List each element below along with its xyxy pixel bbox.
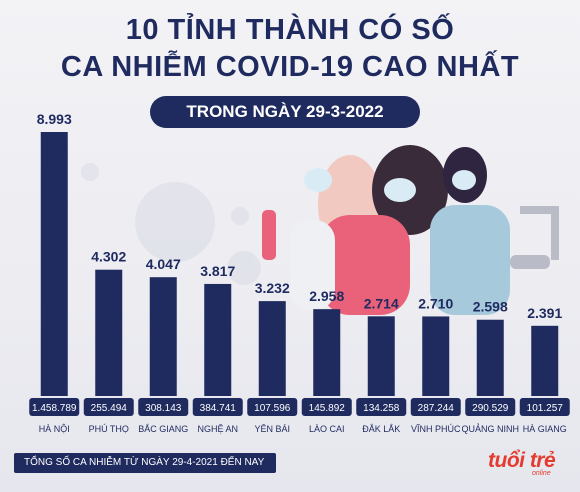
- total-cases-label: 287.244: [418, 403, 455, 414]
- total-cases-label: 290.529: [472, 403, 509, 414]
- category-label: BẮC GIANG: [138, 424, 188, 434]
- bar-value-label: 4.047: [146, 256, 181, 272]
- category-label: QUẢNG NINH: [461, 423, 519, 434]
- category-label: HÀ NỘI: [39, 424, 70, 434]
- tuoi-tre-logo: tuổi trẻ: [488, 449, 556, 472]
- total-pill: [519, 398, 570, 416]
- bar-value-label: 4.302: [91, 249, 126, 265]
- total-pill: [301, 398, 352, 416]
- total-pill: [247, 398, 298, 416]
- bar: [95, 269, 123, 396]
- total-pill: [138, 398, 189, 416]
- bar: [40, 132, 68, 396]
- total-pill: [465, 398, 516, 416]
- bar: [149, 277, 177, 396]
- bar: [313, 309, 341, 396]
- bar-value-label: 2.714: [364, 295, 399, 311]
- bar-value-label: 2.598: [473, 299, 508, 315]
- bar: [258, 301, 286, 396]
- category-label: PHÚ THỌ: [89, 424, 129, 434]
- total-cases-label: 134.258: [363, 403, 400, 414]
- category-label: ĐẮK LẮK: [362, 424, 400, 434]
- category-label: VĨNH PHÚC: [411, 424, 461, 434]
- chart-title-line2: CA NHIỄM COVID-19 CAO NHẤT: [60, 51, 520, 83]
- total-cases-label: 308.143: [145, 403, 182, 414]
- total-cases-label: 145.892: [309, 403, 346, 414]
- bar: [204, 283, 232, 396]
- bar-value-label: 8.993: [37, 111, 72, 127]
- total-pill: [29, 398, 80, 416]
- total-cases-label: 255.494: [91, 403, 128, 414]
- virus-illustration-icon: [81, 163, 261, 285]
- total-pill: [83, 398, 134, 416]
- total-cases-label: 107.596: [254, 403, 291, 414]
- bar: [476, 319, 504, 396]
- date-subtitle: TRONG NGÀY 29-3-2022: [150, 96, 420, 128]
- bar: [422, 316, 450, 396]
- bar: [367, 316, 395, 396]
- category-label: HÀ GIANG: [523, 424, 567, 434]
- bar: [531, 325, 559, 396]
- category-label: LÀO CAI: [309, 424, 345, 434]
- total-cases-label: 101.257: [527, 403, 564, 414]
- total-cases-label: 1.458.789: [32, 403, 77, 414]
- category-label: NGHỆ AN: [197, 424, 238, 434]
- bar-value-label: 2.710: [418, 295, 453, 311]
- total-cases-label: 384.741: [200, 403, 237, 414]
- tuoi-tre-logo-sub: online: [532, 470, 551, 477]
- total-pill: [356, 398, 407, 416]
- bar-value-label: 3.817: [200, 263, 235, 279]
- bar-value-label: 2.391: [527, 305, 562, 321]
- chart-title-line1: 10 TỈNH THÀNH CÓ SỐ: [125, 14, 455, 46]
- total-pill: [192, 398, 243, 416]
- people-illustration-icon: [262, 145, 559, 315]
- category-label: YÊN BÁI: [254, 424, 290, 434]
- bar-value-label: 2.958: [309, 288, 344, 304]
- bar-value-label: 3.232: [255, 280, 290, 296]
- total-cases-legend: TỔNG SỐ CA NHIỄM TỪ NGÀY 29-4-2021 ĐẾN N…: [14, 453, 276, 473]
- total-pill: [410, 398, 461, 416]
